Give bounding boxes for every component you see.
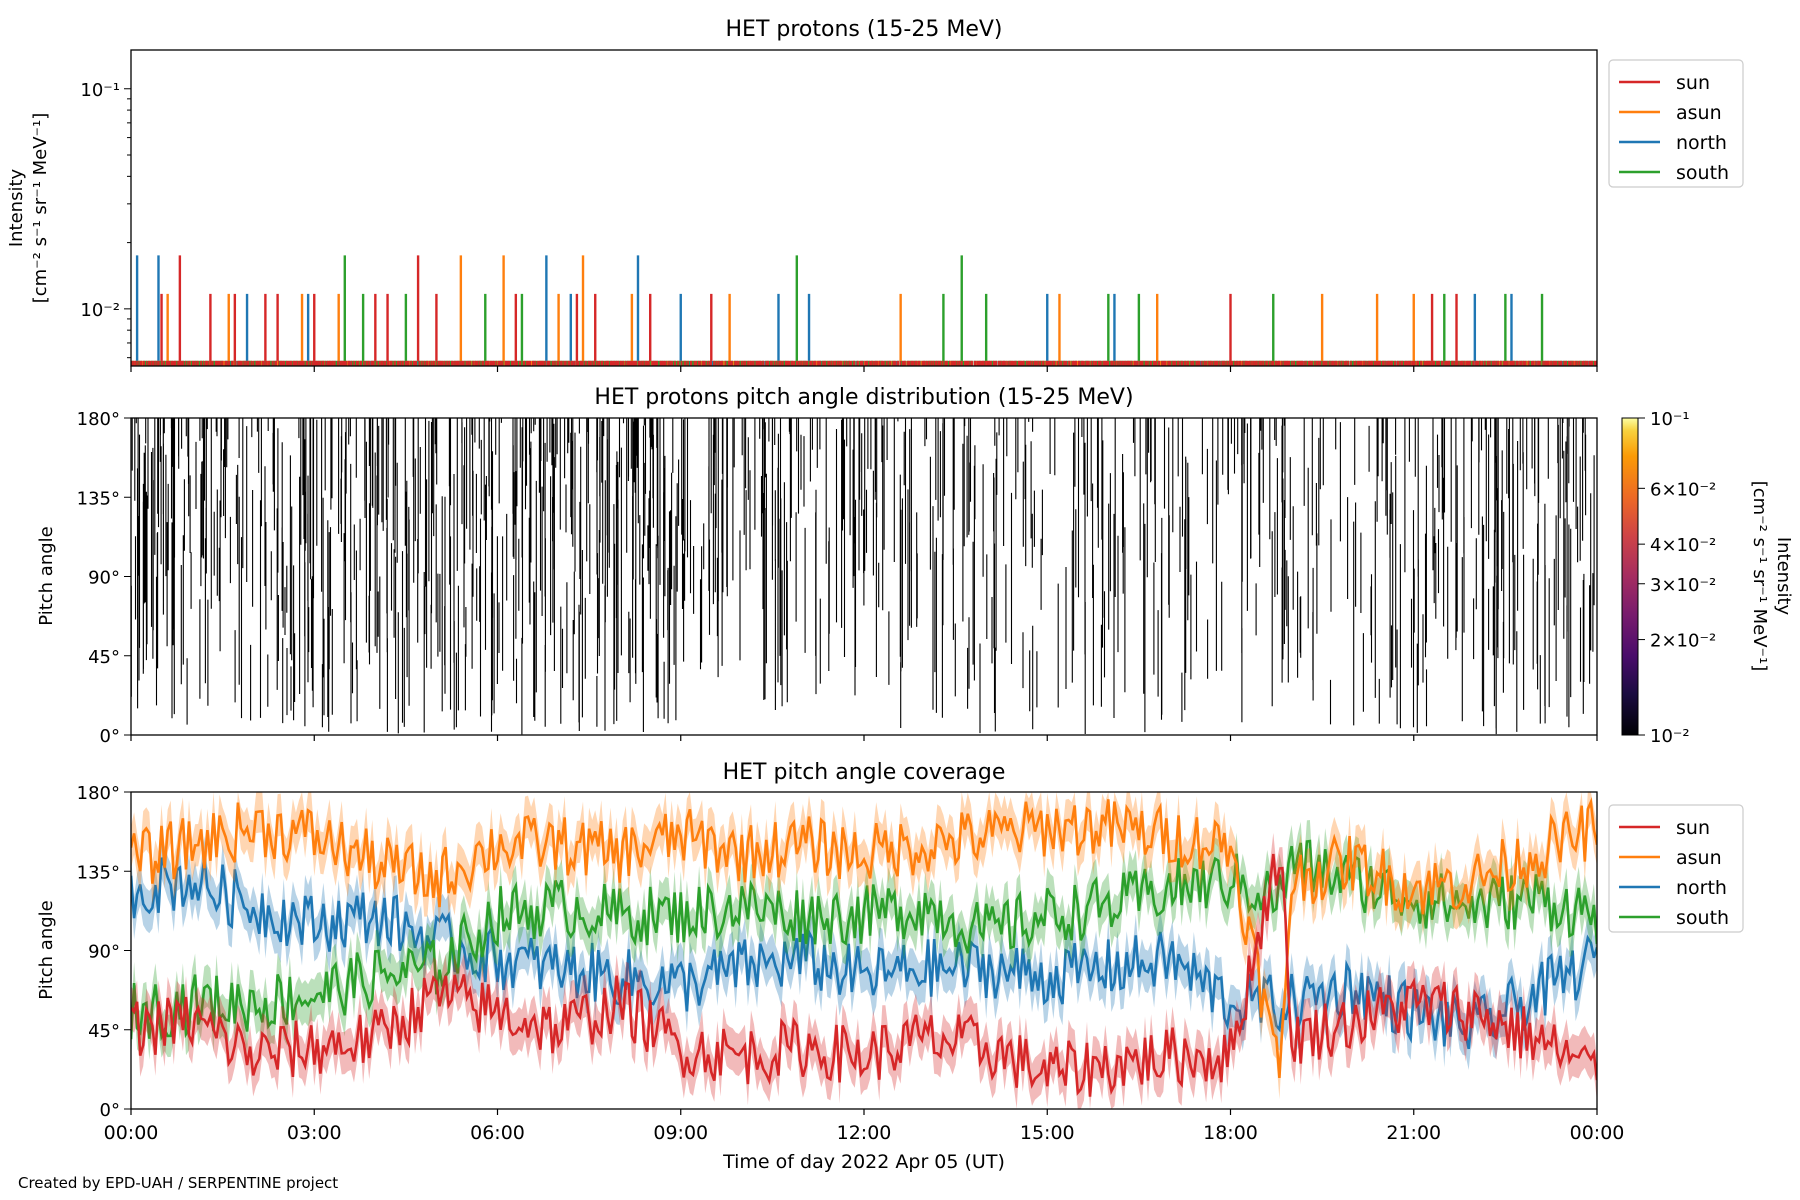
ytick-label: 90°	[88, 942, 120, 963]
legend-label-north: north	[1676, 877, 1727, 899]
ytick-label: 135°	[77, 488, 120, 509]
colorbar: 10⁻² 2×10⁻² 3×10⁻² 4×10⁻² 6×10⁻² 10⁻¹ Intensi…	[1621, 409, 1794, 747]
series-sun	[131, 255, 1597, 366]
panel-intensity-ylabel-line2: [cm⁻² s⁻¹ sr⁻¹ MeV⁻¹]	[30, 113, 51, 304]
colorbar-label-line: Intensity	[1773, 537, 1794, 616]
panel-coverage-ylabel: Pitch angle	[36, 900, 57, 999]
xtick-label: 21:00	[1386, 1122, 1441, 1144]
panel-coverage-yticks: 0° 45° 90° 135° 180°	[77, 783, 131, 1121]
colorbar-ticks: 10⁻² 2×10⁻² 3×10⁻² 4×10⁻² 6×10⁻² 10⁻¹	[1638, 409, 1716, 747]
xtick-label: 00:00	[1570, 1122, 1625, 1144]
ytick-label: 0°	[100, 1100, 120, 1121]
ytick-label: 10⁻²	[80, 300, 120, 321]
line-asun	[131, 797, 1597, 1078]
colorbar-tick-label: 3×10⁻²	[1650, 575, 1716, 596]
legend-label-asun: asun	[1676, 102, 1722, 124]
ytick-label: 180°	[77, 409, 120, 430]
panel-pad-cells	[131, 418, 1595, 735]
ytick-label: 90°	[88, 568, 120, 589]
footer-credit: Created by EPD-UAH / SERPENTINE project	[18, 1174, 339, 1192]
panel-intensity: HET protons (15-25 MeV) Intensity [cm⁻² …	[6, 17, 1744, 372]
panel-pad-ylabel: Pitch angle	[36, 526, 57, 625]
panel-intensity-spikes	[131, 255, 1597, 366]
panel-pad-xticks	[130, 735, 1598, 741]
band-south	[131, 820, 1597, 1061]
coverage-north	[131, 836, 1597, 1070]
ytick-label: 135°	[77, 862, 120, 883]
coverage-asun	[131, 792, 1597, 1100]
ytick-label: 180°	[77, 783, 120, 804]
legend-label-sun: sun	[1676, 817, 1710, 839]
xtick-label: 15:00	[1020, 1122, 1075, 1144]
legend-label-sun: sun	[1676, 72, 1710, 94]
legend-label-south: south	[1676, 907, 1729, 929]
line-sun	[131, 853, 1597, 1097]
colorbar-tick-label: 2×10⁻²	[1650, 631, 1716, 652]
colorbar-tick-label: 10⁻¹	[1650, 409, 1690, 430]
coverage-sun	[131, 832, 1597, 1109]
x-axis-label: Time of day 2022 Apr 05 (UT)	[722, 1151, 1005, 1173]
panel-intensity-ylabel-line1: Intensity	[6, 168, 27, 247]
ytick-label: 10⁻¹	[80, 80, 120, 101]
panel-intensity-xticks	[130, 366, 1598, 372]
colorbar-label: Intensity[cm⁻² s⁻¹ sr⁻¹ MeV⁻¹]	[1749, 481, 1794, 672]
panel-intensity-title: HET protons (15-25 MeV)	[726, 17, 1003, 42]
legend-intensity: sun asun north south	[1608, 59, 1744, 188]
colorbar-tick-label: 4×10⁻²	[1650, 535, 1716, 556]
legend-box	[1608, 804, 1744, 933]
band-asun	[131, 792, 1597, 1100]
xtick-label: 09:00	[653, 1122, 708, 1144]
panel-intensity-ylabel: Intensity [cm⁻² s⁻¹ sr⁻¹ MeV⁻¹]	[6, 113, 51, 304]
series-sun-baseline	[131, 360, 1597, 366]
legend-box	[1608, 59, 1744, 188]
series-asun	[131, 255, 1597, 366]
xtick-label: 06:00	[470, 1122, 525, 1144]
pad-cell-columns	[131, 418, 1595, 735]
colorbar-tick-label: 6×10⁻²	[1650, 479, 1716, 500]
xtick-label: 18:00	[1203, 1122, 1258, 1144]
panel-coverage-lines	[131, 792, 1597, 1109]
xtick-label: 00:00	[104, 1122, 159, 1144]
ytick-label: 0°	[100, 726, 120, 747]
panel-pad: HET protons pitch angle distribution (15…	[36, 385, 1794, 747]
legend-label-asun: asun	[1676, 847, 1722, 869]
colorbar-label-line: [cm⁻² s⁻¹ sr⁻¹ MeV⁻¹]	[1749, 481, 1770, 672]
panel-pad-title: HET protons pitch angle distribution (15…	[594, 385, 1133, 410]
xtick-label: 12:00	[837, 1122, 892, 1144]
legend-label-north: north	[1676, 132, 1727, 154]
line-north	[131, 857, 1597, 1050]
xtick-label: 03:00	[287, 1122, 342, 1144]
colorbar-tick-label: 10⁻²	[1650, 726, 1690, 747]
panel-coverage: HET pitch angle coverage Pitch angle 0° 4…	[36, 760, 1744, 1173]
ytick-label: 45°	[88, 1021, 120, 1042]
panel-intensity-yticks: 10⁻² 10⁻¹	[80, 80, 131, 359]
colorbar-gradient	[1621, 417, 1639, 736]
legend-label-south: south	[1676, 162, 1729, 184]
legend-coverage: sun asun north south	[1608, 804, 1744, 933]
panel-pad-yticks: 0° 45° 90° 135° 180°	[77, 409, 131, 747]
panel-coverage-title: HET pitch angle coverage	[723, 760, 1006, 785]
panel-coverage-xticks: 00:00 03:00 06:00 09:00 12:00 15:00 18:00 21:00…	[104, 1109, 1625, 1144]
ytick-label: 45°	[88, 647, 120, 668]
